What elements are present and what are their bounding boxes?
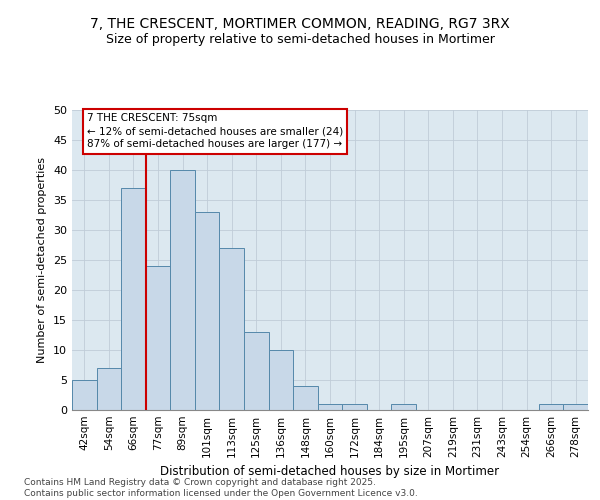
- Y-axis label: Number of semi-detached properties: Number of semi-detached properties: [37, 157, 47, 363]
- Bar: [170, 170, 195, 410]
- Bar: [195, 212, 220, 410]
- Text: Contains HM Land Registry data © Crown copyright and database right 2025.
Contai: Contains HM Land Registry data © Crown c…: [24, 478, 418, 498]
- Bar: [244, 332, 269, 410]
- Bar: [121, 188, 146, 410]
- Bar: [146, 266, 170, 410]
- Text: 7 THE CRESCENT: 75sqm
← 12% of semi-detached houses are smaller (24)
87% of semi: 7 THE CRESCENT: 75sqm ← 12% of semi-deta…: [87, 113, 343, 150]
- X-axis label: Distribution of semi-detached houses by size in Mortimer: Distribution of semi-detached houses by …: [160, 466, 500, 478]
- Bar: [293, 386, 318, 410]
- Bar: [391, 404, 416, 410]
- Bar: [342, 404, 367, 410]
- Text: 7, THE CRESCENT, MORTIMER COMMON, READING, RG7 3RX: 7, THE CRESCENT, MORTIMER COMMON, READIN…: [90, 18, 510, 32]
- Bar: [72, 380, 97, 410]
- Text: Size of property relative to semi-detached houses in Mortimer: Size of property relative to semi-detach…: [106, 32, 494, 46]
- Bar: [563, 404, 588, 410]
- Bar: [97, 368, 121, 410]
- Bar: [220, 248, 244, 410]
- Bar: [539, 404, 563, 410]
- Bar: [269, 350, 293, 410]
- Bar: [318, 404, 342, 410]
